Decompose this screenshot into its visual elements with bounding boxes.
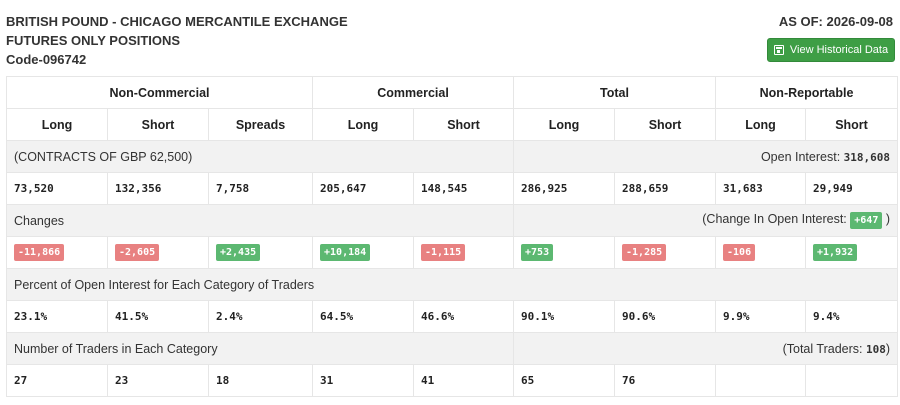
table-cell: 18 [207, 364, 314, 397]
col-header: Long [312, 108, 415, 141]
table-cell: 23.1% [6, 300, 108, 333]
traders-label: Number of Traders in Each Category [5, 332, 515, 365]
col-header: Short [107, 108, 209, 141]
group-total: Total [513, 76, 717, 109]
table-cell: 64.5% [312, 300, 415, 333]
table-cell: 41.5% [107, 300, 209, 333]
contract-code: Code-096742 [6, 52, 87, 67]
table-cell: -106 [715, 236, 807, 269]
column-header-row: Long Short Spreads Long Short Long Short… [6, 108, 899, 141]
table-cell: 288,659 [614, 172, 717, 205]
change-oi-prefix: (Change In Open Interest: [702, 212, 847, 226]
table-cell: 286,925 [513, 172, 616, 205]
table-cell: 148,545 [413, 172, 515, 205]
change-oi-suffix: ) [885, 212, 891, 226]
change-badge: -2,605 [115, 244, 160, 261]
change-oi-badge: +647 [850, 212, 883, 229]
table-cell: -2,605 [107, 236, 209, 269]
table-cell: 46.6% [413, 300, 515, 333]
total-traders: (Total Traders: 108) [513, 332, 899, 365]
as-of-date: AS OF: 2026-09-08 [778, 14, 893, 29]
percent-values-row: 23.1% 41.5% 2.4% 64.5% 46.6% 90.1% 90.6%… [6, 300, 899, 333]
changes-label: Changes [5, 204, 515, 237]
table-cell [805, 364, 899, 397]
col-header: Long [6, 108, 108, 141]
col-header: Spreads [207, 108, 314, 141]
change-badge: -106 [723, 244, 756, 261]
table-cell: -11,866 [6, 236, 108, 269]
view-historical-data-button[interactable]: View Historical Data [767, 38, 895, 62]
view-historical-data-label: View Historical Data [789, 44, 889, 56]
table-cell: 132,356 [107, 172, 209, 205]
table-cell: 9.4% [805, 300, 899, 333]
table-cell: 9.9% [715, 300, 807, 333]
col-header: Long [513, 108, 616, 141]
percent-section-row: Percent of Open Interest for Each Catego… [5, 268, 899, 301]
table-cell: 90.6% [614, 300, 717, 333]
cot-table: Non-Commercial Commercial Total Non-Repo… [5, 76, 899, 397]
report-title: BRITISH POUND - CHICAGO MERCANTILE EXCHA… [6, 12, 348, 69]
title-line-1: BRITISH POUND - CHICAGO MERCANTILE EXCHA… [6, 14, 348, 29]
table-cell: 90.1% [513, 300, 616, 333]
contracts-values-row: 73,520 132,356 7,758 205,647 148,545 286… [6, 172, 899, 205]
contracts-label: (CONTRACTS OF GBP 62,500) [5, 140, 515, 173]
contracts-section-row: (CONTRACTS OF GBP 62,500) Open Interest:… [5, 140, 899, 173]
percent-label: Percent of Open Interest for Each Catego… [5, 268, 899, 301]
table-cell [715, 364, 807, 397]
change-open-interest: (Change In Open Interest: +647 ) [513, 204, 899, 237]
change-badge: +10,184 [320, 244, 371, 261]
table-cell: -1,285 [614, 236, 717, 269]
group-non-commercial: Non-Commercial [5, 76, 314, 109]
group-commercial: Commercial [312, 76, 515, 109]
title-line-2: FUTURES ONLY POSITIONS [6, 33, 181, 48]
table-cell: 65 [513, 364, 616, 397]
table-cell: 76 [614, 364, 717, 397]
table-cell: 73,520 [6, 172, 108, 205]
table-cell: +2,435 [207, 236, 314, 269]
col-header: Short [805, 108, 899, 141]
table-cell: 23 [107, 364, 209, 397]
change-badge: -1,115 [421, 244, 466, 261]
table-cell: +753 [513, 236, 616, 269]
table-cell: 27 [6, 364, 108, 397]
col-header: Short [413, 108, 515, 141]
table-cell: 29,949 [805, 172, 899, 205]
change-badge: -11,866 [14, 244, 65, 261]
total-traders-prefix: (Total Traders: [782, 341, 863, 356]
group-non-reportable: Non-Reportable [715, 76, 899, 109]
total-traders-value: 108 [865, 342, 886, 356]
table-cell: +1,932 [805, 236, 899, 269]
table-cell: 7,758 [207, 172, 314, 205]
change-badge: +1,932 [813, 244, 858, 261]
col-header: Short [614, 108, 717, 141]
changes-section-row: Changes (Change In Open Interest: +647 ) [5, 204, 899, 237]
table-cell: 205,647 [312, 172, 415, 205]
traders-values-row: 27 23 18 31 41 65 76 [6, 364, 899, 397]
change-badge: +753 [521, 244, 554, 261]
table-cell: 31,683 [715, 172, 807, 205]
table-cell: +10,184 [312, 236, 415, 269]
table-cell: 41 [413, 364, 515, 397]
col-header: Long [715, 108, 807, 141]
group-header-row: Non-Commercial Commercial Total Non-Repo… [5, 76, 899, 109]
table-cell: 2.4% [207, 300, 314, 333]
changes-values-row: -11,866 -2,605 +2,435 +10,184 -1,115 +75… [6, 236, 899, 269]
total-traders-suffix: ) [885, 341, 891, 356]
table-cell: -1,115 [413, 236, 515, 269]
open-interest: Open Interest: 318,608 [513, 140, 899, 173]
table-cell: 31 [312, 364, 415, 397]
change-badge: -1,285 [622, 244, 667, 261]
open-interest-label: Open Interest: [760, 149, 841, 164]
calendar-icon [773, 45, 784, 55]
traders-section-row: Number of Traders in Each Category (Tota… [5, 332, 899, 365]
open-interest-value: 318,608 [843, 150, 891, 164]
change-badge: +2,435 [216, 244, 261, 261]
